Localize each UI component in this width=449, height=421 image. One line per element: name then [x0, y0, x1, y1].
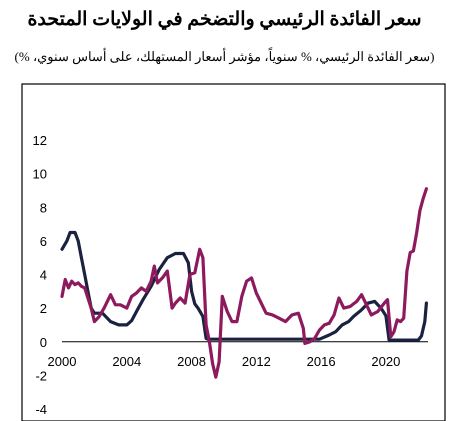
x-tick-label: 2004	[112, 354, 141, 369]
y-tick-label: 6	[40, 234, 47, 249]
chart-title: سعر الفائدة الرئيسي والتضخم في الولايات …	[27, 9, 422, 30]
y-tick-label: -4	[35, 402, 47, 417]
plot-frame	[21, 83, 446, 421]
y-tick-label: 0	[40, 335, 47, 350]
chart-subtitle: (سعر الفائدة الرئيسي، % سنوياً، مؤشر أسع…	[14, 49, 435, 64]
x-tick-label: 2020	[371, 354, 400, 369]
y-tick-label: 2	[40, 301, 47, 316]
y-tick-label: 4	[40, 268, 47, 283]
x-tick-label: 2012	[242, 354, 271, 369]
series-line-2	[60, 187, 428, 379]
x-tick-label: 2000	[48, 354, 77, 369]
y-tick-label: -2	[35, 368, 47, 383]
y-tick-label: 12	[33, 133, 47, 148]
y-tick-label: 10	[33, 167, 47, 182]
x-tick-label: 2016	[307, 354, 336, 369]
y-tick-label: 8	[40, 200, 47, 215]
x-tick-label: 2008	[177, 354, 206, 369]
